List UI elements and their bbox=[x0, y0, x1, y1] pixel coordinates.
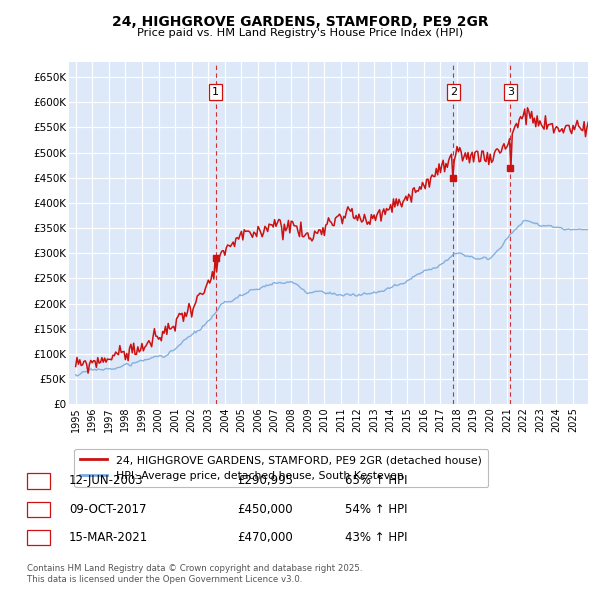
Text: 3: 3 bbox=[507, 87, 514, 97]
Text: £470,000: £470,000 bbox=[237, 531, 293, 544]
Text: 2: 2 bbox=[449, 87, 457, 97]
Text: Contains HM Land Registry data © Crown copyright and database right 2025.
This d: Contains HM Land Registry data © Crown c… bbox=[27, 564, 362, 584]
Text: £450,000: £450,000 bbox=[237, 503, 293, 516]
Text: 12-JUN-2003: 12-JUN-2003 bbox=[69, 474, 143, 487]
Text: £290,995: £290,995 bbox=[237, 474, 293, 487]
Text: 65% ↑ HPI: 65% ↑ HPI bbox=[345, 474, 407, 487]
Text: 54% ↑ HPI: 54% ↑ HPI bbox=[345, 503, 407, 516]
Text: 1: 1 bbox=[212, 87, 219, 97]
Text: 15-MAR-2021: 15-MAR-2021 bbox=[69, 531, 148, 544]
Text: 43% ↑ HPI: 43% ↑ HPI bbox=[345, 531, 407, 544]
Text: 1: 1 bbox=[35, 474, 42, 487]
Text: 3: 3 bbox=[35, 531, 42, 544]
Text: Price paid vs. HM Land Registry's House Price Index (HPI): Price paid vs. HM Land Registry's House … bbox=[137, 28, 463, 38]
Text: 2: 2 bbox=[35, 503, 42, 516]
Legend: 24, HIGHGROVE GARDENS, STAMFORD, PE9 2GR (detached house), HPI: Average price, d: 24, HIGHGROVE GARDENS, STAMFORD, PE9 2GR… bbox=[74, 449, 488, 487]
Text: 09-OCT-2017: 09-OCT-2017 bbox=[69, 503, 146, 516]
Text: 24, HIGHGROVE GARDENS, STAMFORD, PE9 2GR: 24, HIGHGROVE GARDENS, STAMFORD, PE9 2GR bbox=[112, 15, 488, 29]
